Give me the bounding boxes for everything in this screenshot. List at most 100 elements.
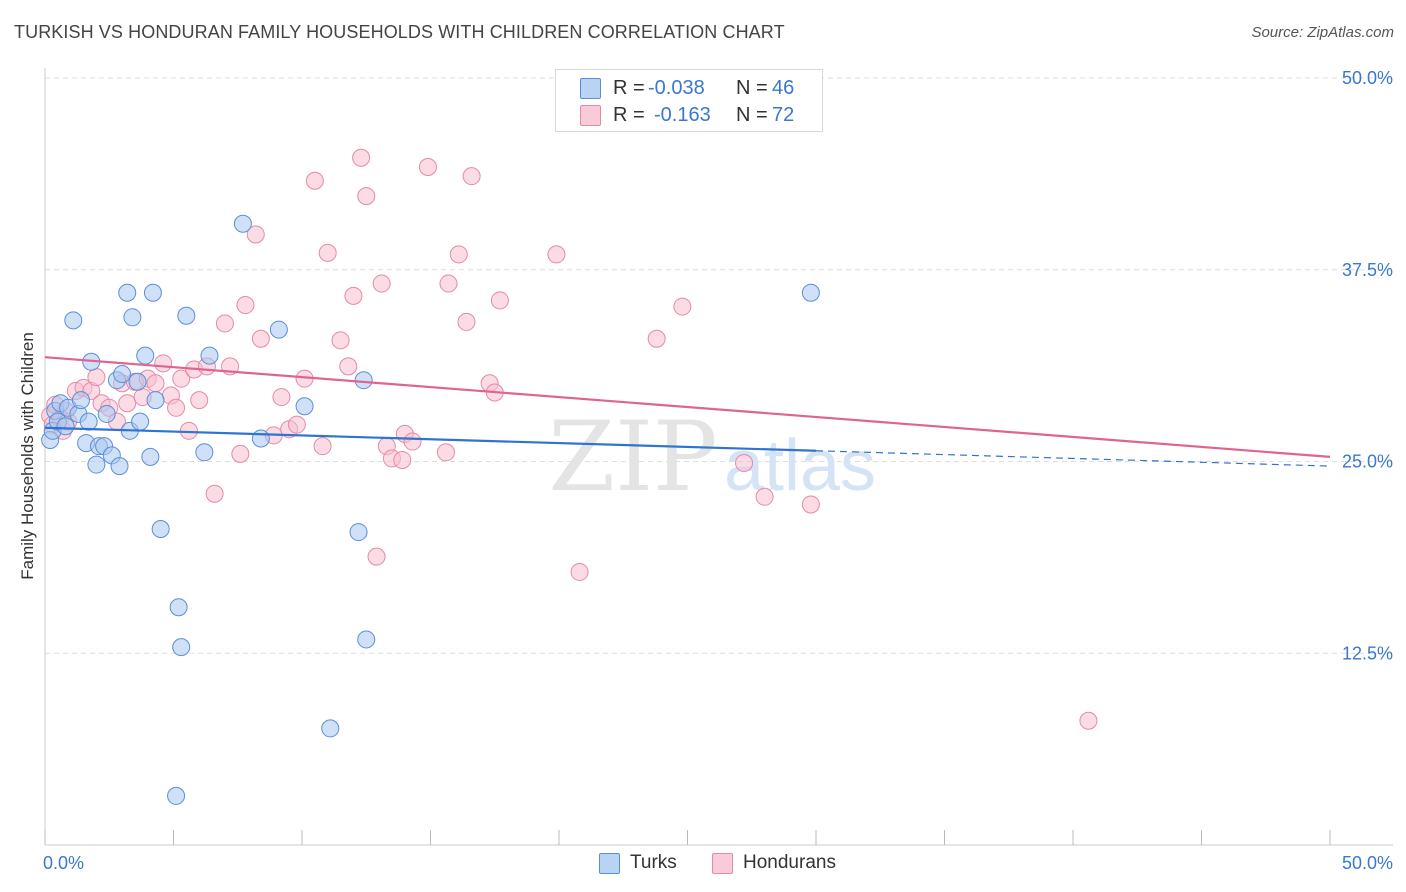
correlation-legend: R = -0.038 N = 46 R = -0.163 N = 72 (555, 69, 823, 132)
y-tick-label: 50.0% (1342, 68, 1393, 88)
legend-n-label: N = (736, 77, 768, 99)
legend-r-label: R = (613, 104, 645, 126)
hondurans-point (146, 374, 165, 393)
legend-r-label: R = (613, 77, 645, 99)
legend-row-hondurans: R = -0.163 N = 72 (556, 101, 822, 129)
turks-points (41, 214, 820, 805)
turks-point (321, 719, 340, 738)
hondurans-point (403, 432, 422, 451)
hondurans-point (246, 225, 265, 244)
legend-n-value: 72 (772, 104, 795, 126)
turks-point (118, 283, 137, 302)
turks-swatch (580, 78, 601, 99)
turks-point (113, 365, 132, 384)
legend-r-value: -0.163 (654, 104, 711, 126)
hondurans-point (449, 245, 468, 264)
turks-point (354, 371, 373, 390)
hondurans-point (418, 157, 437, 176)
turks-point (169, 598, 188, 617)
turks-point (146, 391, 165, 410)
legend-n-label: N = (736, 104, 768, 126)
turks-legend-label: Turks (630, 852, 677, 873)
tick-labels: 12.5% 25.0% 37.5% 50.0% 0.0% 50.0% (43, 68, 1393, 873)
turks-point (128, 372, 147, 391)
axes (44, 68, 1393, 846)
turks-point (56, 417, 75, 436)
turks-point (357, 630, 376, 649)
hondurans-point (393, 450, 412, 469)
hondurans-point (462, 167, 481, 186)
hondurans-point (436, 443, 455, 462)
turks-trend-extension (815, 450, 1331, 467)
turks-point (801, 283, 820, 302)
hondurans-swatch (580, 105, 601, 126)
hondurans-point (457, 312, 476, 331)
gridlines (45, 77, 1393, 654)
x-tick-label: 0.0% (43, 853, 84, 873)
turks-point (131, 412, 150, 431)
hondurans-point (272, 388, 291, 407)
hondurans-point (331, 331, 350, 350)
turks-point (143, 283, 162, 302)
source-credit: Source: ZipAtlas.com (1251, 24, 1394, 41)
hondurans-point (673, 297, 692, 316)
hondurans-legend-label: Hondurans (743, 852, 836, 873)
turks-point (123, 308, 142, 327)
hondurans-point (287, 415, 306, 434)
hondurans-point (205, 484, 224, 503)
hondurans-point (352, 148, 371, 167)
turks-point (97, 404, 116, 423)
turks-point (71, 391, 90, 410)
turks-point (151, 519, 170, 538)
watermark: ZIP atlas (548, 401, 876, 513)
turks-point (269, 320, 288, 339)
turks-point (64, 311, 83, 330)
y-axis-label: Family Households with Children (18, 332, 37, 580)
hondurans-point (313, 437, 332, 456)
hondurans-point (1079, 711, 1098, 730)
legend-r-value: -0.038 (648, 77, 705, 99)
hondurans-point (547, 245, 566, 264)
hondurans-point (735, 454, 754, 473)
hondurans-legend-swatch (712, 853, 733, 874)
turks-point (110, 457, 129, 476)
watermark-zip: ZIP (548, 401, 717, 513)
y-tick-label: 25.0% (1342, 452, 1393, 472)
hondurans-point (570, 562, 589, 581)
legend-row-turks: R = -0.038 N = 46 (556, 74, 822, 102)
hondurans-point (439, 274, 458, 293)
hondurans-point (357, 187, 376, 206)
turks-point (136, 346, 155, 365)
hondurans-point (118, 394, 137, 413)
hondurans-point (367, 547, 386, 566)
turks-point (177, 306, 196, 325)
turks-point (200, 346, 219, 365)
hondurans-point (344, 286, 363, 305)
y-tick-label: 37.5% (1342, 260, 1393, 280)
turks-point (349, 523, 368, 542)
turks-point (195, 443, 214, 462)
hondurans-point (231, 444, 250, 463)
hondurans-point (305, 171, 324, 190)
hondurans-point (167, 398, 186, 417)
chart-title: TURKISH VS HONDURAN FAMILY HOUSEHOLDS WI… (14, 22, 785, 42)
hondurans-point (339, 357, 358, 376)
trend-lines (44, 356, 1331, 467)
hondurans-point (236, 296, 255, 315)
legend-n-value: 46 (772, 77, 795, 99)
y-tick-label: 12.5% (1342, 643, 1393, 663)
hondurans-point (318, 243, 337, 262)
x-tick-label: 50.0% (1342, 853, 1393, 873)
turks-point (233, 214, 252, 233)
hondurans-point (172, 369, 191, 388)
hondurans-point (647, 329, 666, 348)
turks-point (251, 429, 270, 448)
hondurans-point (154, 354, 173, 373)
hondurans-point (755, 487, 774, 506)
turks-point (167, 786, 186, 805)
hondurans-point (490, 291, 509, 310)
hondurans-point (87, 368, 106, 387)
turks-point (79, 412, 98, 431)
turks-trend-line (44, 426, 817, 452)
